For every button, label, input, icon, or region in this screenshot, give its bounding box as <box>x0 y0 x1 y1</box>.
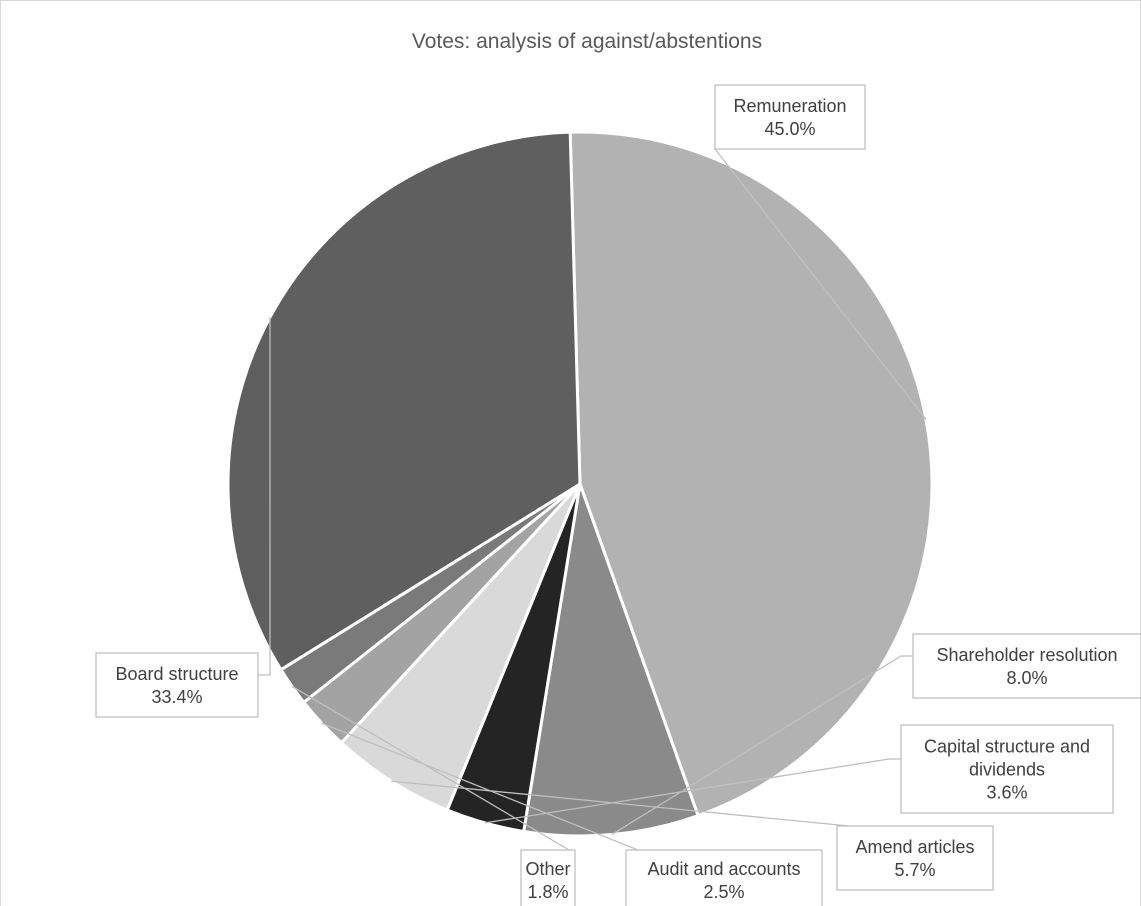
data-label-category-amend-articles: Amend articles <box>855 837 974 857</box>
data-label-category-audit-and-accounts: Audit and accounts <box>647 859 800 879</box>
data-label-value-remuneration: 45.0% <box>764 119 815 139</box>
pie-slices <box>226 130 934 838</box>
data-label-value-shareholder-resolution: 8.0% <box>1006 668 1047 688</box>
data-label-value-capital-structure-and-dividends: 3.6% <box>986 783 1027 803</box>
data-label-category-shareholder-resolution: Shareholder resolution <box>936 645 1117 665</box>
data-label-box-audit-and-accounts <box>625 849 823 906</box>
pie-slice-board-structure <box>226 130 582 672</box>
leader-line-audit-and-accounts <box>321 722 639 851</box>
data-label-box-shareholder-resolution <box>912 633 1141 699</box>
data-label-box-remuneration <box>714 84 866 150</box>
data-label-category-other: Other <box>525 859 570 879</box>
leader-line-capital-structure-and-dividends <box>484 758 901 824</box>
data-label-category-capital-structure-and-dividends: Capital structure and dividends <box>924 737 1090 780</box>
data-label-category-remuneration: Remuneration <box>733 96 846 116</box>
data-label-box-board-structure <box>95 652 259 718</box>
leader-line-remuneration <box>714 148 927 420</box>
data-label-box-other <box>520 849 576 906</box>
leader-line-amend-articles <box>391 780 850 827</box>
data-label-value-audit-and-accounts: 2.5% <box>703 882 744 902</box>
data-label-value-amend-articles: 5.7% <box>894 860 935 880</box>
pie-slice-remuneration <box>568 130 934 818</box>
data-label-value-other: 1.8% <box>527 882 568 902</box>
data-label-box-capital-structure-and-dividends <box>900 724 1114 814</box>
data-label-box-amend-articles <box>836 825 994 891</box>
data-label-category-board-structure: Board structure <box>115 664 238 684</box>
leader-line-board-structure <box>258 317 271 676</box>
data-labels: Remuneration 45.0% Shareholder resolution 8… <box>95 84 1141 906</box>
chart-title: Votes: analysis of against/abstentions <box>412 30 762 53</box>
leader-line-other <box>291 685 570 851</box>
data-label-value-board-structure: 33.4% <box>151 687 202 707</box>
leader-line-shareholder-resolution <box>611 655 913 836</box>
label-leader-lines <box>258 148 927 851</box>
